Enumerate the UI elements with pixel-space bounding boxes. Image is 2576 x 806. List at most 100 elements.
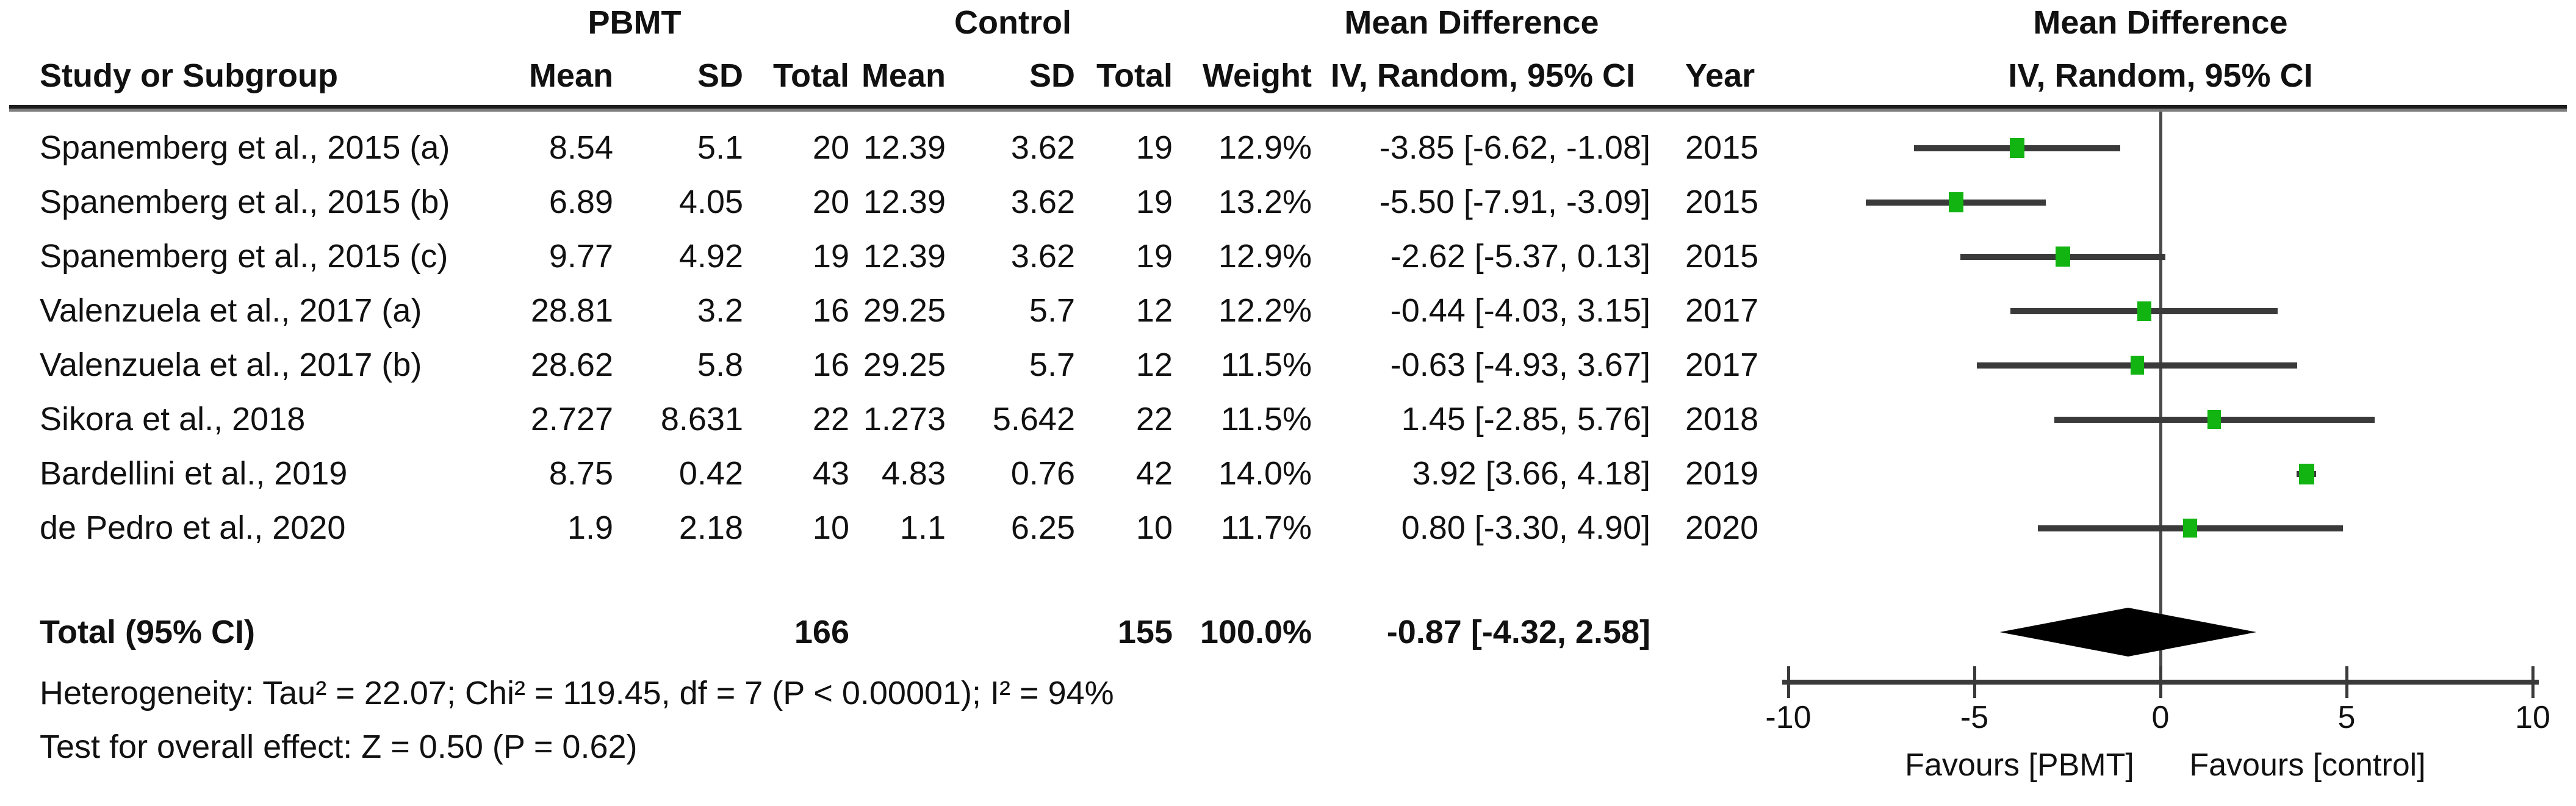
col-header-total-pbmt: Total xyxy=(773,57,849,94)
axis-tick xyxy=(2159,666,2162,698)
cell-pbmt-mean: 6.89 xyxy=(549,184,613,220)
cell-control-sd: 5.7 xyxy=(1029,292,1075,329)
effect-square xyxy=(2056,246,2071,267)
group-header-pbmt: PBMT xyxy=(588,4,682,41)
total-ci-text: -0.87 [-4.32, 2.58] xyxy=(1386,614,1650,650)
cell-control-mean: 1.273 xyxy=(863,401,946,437)
cell-name: Sikora et al., 2018 xyxy=(40,401,306,437)
cell-year: 2017 xyxy=(1685,347,1759,383)
axis-tick-label: -10 xyxy=(1765,700,1811,735)
cell-control-sd: 5.642 xyxy=(992,401,1075,437)
cell-year: 2015 xyxy=(1685,129,1759,166)
cell-year: 2019 xyxy=(1685,455,1759,492)
col-header-mean-control: Mean xyxy=(861,57,946,94)
cell-pbmt-mean: 28.62 xyxy=(530,347,613,383)
cell-pbmt-total: 20 xyxy=(812,129,849,166)
header-rule xyxy=(9,105,2567,112)
cell-pbmt-sd: 5.1 xyxy=(697,129,743,166)
cell-weight: 11.7% xyxy=(1220,509,1312,546)
cell-pbmt-total: 16 xyxy=(812,292,849,329)
cell-pbmt-total: 10 xyxy=(812,509,849,546)
axis-tick-label: 10 xyxy=(2515,700,2550,735)
cell-control-total: 19 xyxy=(1135,184,1173,220)
cell-ci_text: -5.50 [-7.91, -3.09] xyxy=(1379,184,1650,220)
col-header-method: IV, Random, 95% CI xyxy=(1330,57,1635,94)
cell-name: Bardellini et al., 2019 xyxy=(40,455,348,492)
cell-control-sd: 3.62 xyxy=(1010,129,1075,166)
cell-pbmt-total: 16 xyxy=(812,347,849,383)
cell-year: 2015 xyxy=(1685,184,1759,220)
cell-name: Spanemberg et al., 2015 (a) xyxy=(40,129,450,166)
cell-ci_text: -2.62 [-5.37, 0.13] xyxy=(1390,238,1650,275)
cell-ci_text: -3.85 [-6.62, -1.08] xyxy=(1379,129,1650,166)
cell-pbmt-sd: 2.18 xyxy=(678,509,743,546)
cell-pbmt-total: 19 xyxy=(812,238,849,275)
cell-control-sd: 5.7 xyxy=(1029,347,1075,383)
col-header-study: Study or Subgroup xyxy=(40,57,338,94)
cell-pbmt-sd: 3.2 xyxy=(697,292,743,329)
effect-square xyxy=(1948,192,1963,212)
cell-pbmt-sd: 5.8 xyxy=(697,347,743,383)
cell-weight: 12.9% xyxy=(1218,129,1312,166)
summary-diamond xyxy=(1999,608,2257,657)
cell-control-total: 10 xyxy=(1135,509,1173,546)
effect-square xyxy=(2137,301,2151,321)
cell-control-mean: 29.25 xyxy=(863,347,946,383)
total-pbmt-n: 166 xyxy=(794,614,849,650)
cell-weight: 11.5% xyxy=(1220,401,1312,437)
cell-control-total: 19 xyxy=(1135,129,1173,166)
col-header-year: Year xyxy=(1685,57,1755,94)
axis-tick-label: -5 xyxy=(1960,700,1989,735)
axis-tick-label: 0 xyxy=(2151,700,2170,735)
cell-ci_text: -0.44 [-4.03, 3.15] xyxy=(1390,292,1650,329)
effect-square xyxy=(2130,356,2144,375)
cell-ci_text: 1.45 [-2.85, 5.76] xyxy=(1401,401,1650,437)
axis-tick-label: 5 xyxy=(2337,700,2356,735)
cell-ci_text: 0.80 [-3.30, 4.90] xyxy=(1401,509,1650,546)
cell-pbmt-total: 43 xyxy=(812,455,849,492)
favours-left-label: Favours [PBMT] xyxy=(1905,747,2134,783)
overall-effect-text: Test for overall effect: Z = 0.50 (P = 0… xyxy=(40,729,638,765)
col-header-weight: Weight xyxy=(1203,57,1312,94)
cell-control-mean: 4.83 xyxy=(881,455,946,492)
col-header-sd-pbmt: SD xyxy=(697,57,743,94)
cell-control-total: 12 xyxy=(1135,292,1173,329)
effect-square xyxy=(2298,463,2314,484)
cell-control-sd: 3.62 xyxy=(1010,184,1075,220)
favours-right-label: Favours [control] xyxy=(2189,747,2426,783)
zero-line xyxy=(2159,112,2162,684)
cell-ci_text: -0.63 [-4.93, 3.67] xyxy=(1390,347,1650,383)
col-header-sd-control: SD xyxy=(1029,57,1075,94)
plot-mean-difference-header: Mean Difference xyxy=(2033,4,2288,41)
cell-name: Spanemberg et al., 2015 (b) xyxy=(40,184,450,220)
cell-weight: 12.2% xyxy=(1218,292,1312,329)
cell-pbmt-mean: 1.9 xyxy=(567,509,613,546)
cell-pbmt-mean: 2.727 xyxy=(530,401,613,437)
cell-pbmt-total: 22 xyxy=(812,401,849,437)
cell-name: Spanemberg et al., 2015 (c) xyxy=(40,238,448,275)
cell-weight: 14.0% xyxy=(1218,455,1312,492)
group-header-control: Control xyxy=(954,4,1071,41)
cell-control-mean: 12.39 xyxy=(863,129,946,166)
cell-pbmt-sd: 4.92 xyxy=(678,238,743,275)
plot-method-header: IV, Random, 95% CI xyxy=(2008,57,2313,94)
cell-control-mean: 12.39 xyxy=(863,238,946,275)
cell-control-total: 22 xyxy=(1135,401,1173,437)
cell-ci_text: 3.92 [3.66, 4.18] xyxy=(1412,455,1650,492)
cell-pbmt-sd: 0.42 xyxy=(678,455,743,492)
axis-tick xyxy=(2345,666,2348,698)
table-mean-difference-header: Mean Difference xyxy=(1344,4,1599,41)
col-header-mean-pbmt: Mean xyxy=(528,57,613,94)
cell-pbmt-mean: 28.81 xyxy=(530,292,613,329)
cell-name: de Pedro et al., 2020 xyxy=(40,509,346,546)
effect-square xyxy=(2183,519,2198,538)
axis-tick xyxy=(2531,666,2535,698)
cell-year: 2015 xyxy=(1685,238,1759,275)
cell-pbmt-sd: 4.05 xyxy=(678,184,743,220)
cell-pbmt-mean: 9.77 xyxy=(549,238,613,275)
cell-control-mean: 29.25 xyxy=(863,292,946,329)
cell-year: 2017 xyxy=(1685,292,1759,329)
total-weight: 100.0% xyxy=(1200,614,1312,650)
cell-pbmt-total: 20 xyxy=(812,184,849,220)
